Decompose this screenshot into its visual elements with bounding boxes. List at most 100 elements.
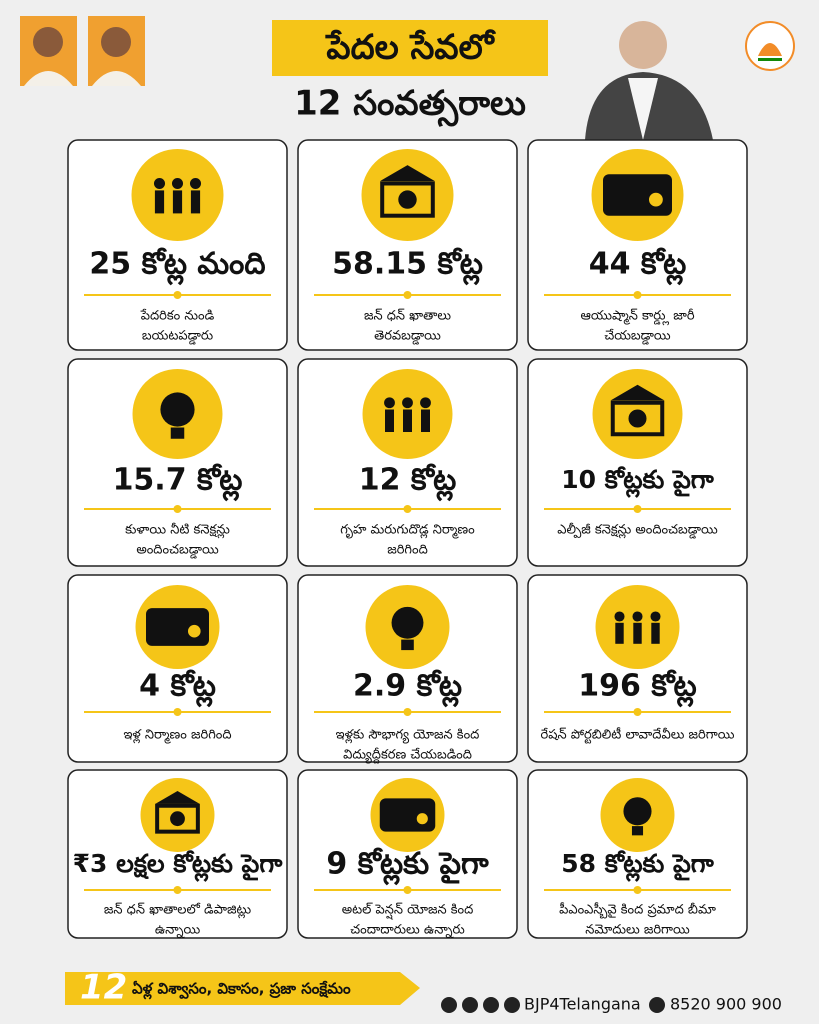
card-description: ఆయుష్మాన్ కార్డ్లు జారీ [580, 309, 694, 326]
card-description: అటల్ పెన్షన్ యోజన కింద [342, 903, 474, 921]
card-description: బయటపడ్డారు [142, 329, 214, 346]
card-headline: 25 కోట్ల మంది [89, 247, 265, 286]
card-description: రేషన్ పోర్టబిలిటీ లావాదేవీలు జరిగాయి [541, 727, 735, 745]
phone: 8520 900 900 [670, 995, 782, 1014]
icon-shape [416, 813, 428, 825]
card-headline: 2.9 కోట్ల [353, 669, 462, 708]
icon-shape [633, 622, 642, 644]
card-headline: 12 కోట్ల [359, 463, 457, 502]
whatsapp-icon[interactable] [649, 997, 665, 1013]
x-icon[interactable] [462, 997, 478, 1013]
icon-shape [610, 400, 665, 437]
icon-shape [379, 165, 436, 182]
card-description: కుళాయి నీటి కనెక్షన్లు [125, 523, 230, 539]
icon-shape [421, 409, 430, 432]
icon-shape [385, 409, 394, 432]
divider-dot [173, 291, 182, 299]
icon-shape [401, 639, 414, 651]
icon-shape [188, 624, 201, 638]
card-headline: 10 కోట్లకు పైగా [561, 465, 714, 498]
icon-shape [379, 798, 436, 832]
card [527, 358, 748, 567]
party-logo [758, 58, 782, 61]
card-headline: 58 కోట్లకు పైగా [561, 849, 714, 882]
card [67, 769, 288, 939]
card-description: చేయబడ్డాయి [604, 329, 671, 346]
card-description: జన్ ధన్ ఖాతాలలో డిపాజిట్లు [104, 903, 252, 919]
card [527, 769, 748, 939]
title-banner [272, 20, 548, 76]
icon-shape [171, 177, 184, 190]
card-description: జరిగింది [387, 543, 428, 558]
card [67, 358, 288, 567]
instagram-icon[interactable] [483, 997, 499, 1013]
icon-shape [650, 611, 661, 622]
divider-dot [633, 291, 642, 299]
subtitle: 12 సంవత్సరాలు [294, 84, 526, 128]
icon-shape [380, 181, 435, 218]
icon-shape [146, 608, 209, 646]
icon-shape [402, 397, 413, 409]
card-headline: 58.15 కోట్ల [332, 247, 483, 286]
icon-shape [170, 427, 185, 439]
card-description: చందాదారులు ఉన్నారు [350, 923, 465, 939]
card [67, 139, 288, 351]
icon-shape [603, 174, 672, 216]
icon-shape [154, 190, 165, 214]
card-description: తెరవబడ్డాయి [374, 329, 441, 346]
card [297, 769, 518, 939]
facebook-icon[interactable] [441, 997, 457, 1013]
icon-shape [391, 606, 424, 639]
tagline-number: 12 [80, 968, 127, 1008]
icon-shape [153, 177, 166, 190]
card-description: ఎల్పీజీ కనెక్షన్లు అందించబడ్డాయి [557, 523, 718, 540]
icon-shape [420, 397, 431, 409]
card [297, 358, 518, 567]
icon-shape [170, 811, 185, 827]
social-handle: BJP4Telangana [524, 995, 641, 1014]
card-description: ఉన్నాయి [155, 923, 201, 939]
divider-dot [403, 505, 412, 513]
card-description: పేదరికం నుండి [140, 309, 215, 324]
card-grid: 25 కోట్ల మంది పేదరికం నుండి బయటపడ్డారు 58.1… [67, 139, 748, 939]
icon-shape [398, 190, 417, 209]
card-description: అందించబడ్డాయి [136, 543, 219, 560]
card-headline: 196 కోట్ల [578, 669, 696, 708]
divider-dot [403, 886, 412, 894]
divider-dot [173, 886, 182, 894]
divider-dot [403, 291, 412, 299]
party-logo [758, 43, 782, 56]
card-headline: 9 కోట్లకు పైగా [326, 847, 489, 886]
leader-photo [33, 27, 63, 57]
icon-shape [403, 409, 412, 432]
portrait [628, 78, 658, 140]
icon-shape [610, 384, 665, 401]
icon-shape [155, 790, 200, 804]
card-headline: 44 కోట్ల [589, 247, 687, 286]
card-description: నమోదులు జరిగాయి [585, 923, 690, 938]
icon-shape [651, 622, 660, 644]
card-description: జన్ ధన్ ఖాతాలు [364, 309, 452, 324]
icon-shape [623, 797, 652, 826]
icon-shape [189, 177, 202, 190]
tagline-ribbon [65, 972, 420, 1005]
icon-shape [172, 190, 183, 214]
divider-dot [633, 886, 642, 894]
youtube-icon[interactable] [504, 997, 520, 1013]
divider-dot [633, 708, 642, 716]
card-headline: 15.7 కోట్ల [113, 463, 243, 502]
leader-photo [92, 71, 141, 86]
card-description: గృహ మరుగుదొడ్ల నిర్మాణం [340, 523, 475, 540]
card-headline: ₹3 లక్షల కోట్లకు పైగా [73, 849, 284, 882]
title: పేదల సేవలో [324, 28, 496, 68]
card-description: ఇళ్ల నిర్మాణం జరిగింది [123, 728, 231, 745]
icon-shape [384, 397, 395, 409]
divider-dot [173, 708, 182, 716]
social-icons [441, 997, 520, 1013]
leader-photo [101, 27, 131, 57]
card-headline: 4 కోట్ల [139, 669, 216, 708]
icon-shape [632, 611, 643, 622]
card [297, 139, 518, 351]
icon-shape [631, 826, 644, 836]
